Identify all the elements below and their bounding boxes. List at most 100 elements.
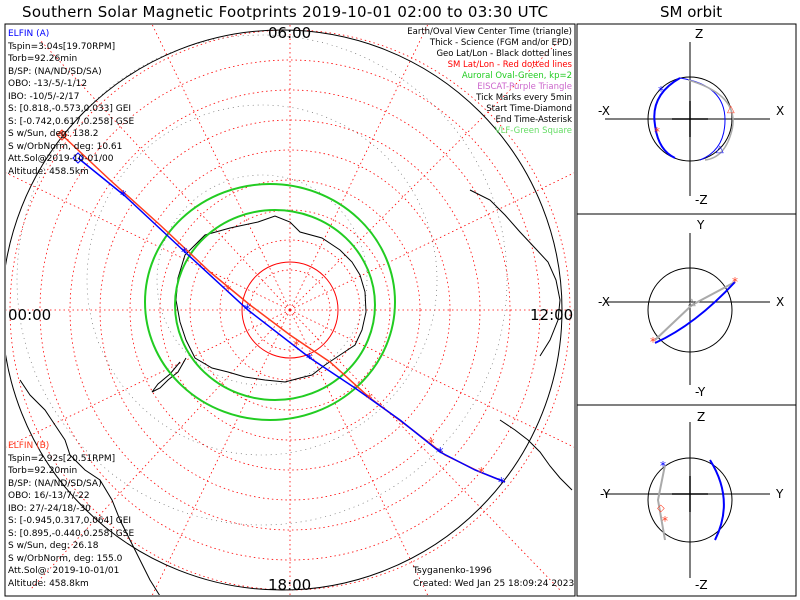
legend-item: SM Lat/Lon - Red dotted lines <box>447 60 572 70</box>
legend-item: Earth/Oval View Center Time (triangle) <box>407 27 572 37</box>
sm2-bottom-label: -Y <box>695 385 706 399</box>
sm-orbit-panel-yz: * * ◇ <box>605 422 770 578</box>
elfin-a-line: Altitude: 458.5km <box>8 166 89 177</box>
sm2-top-label: Y <box>697 218 705 232</box>
clock-label-12: 12:00 <box>530 306 573 324</box>
elfin-b-line: S: [0.895,-0.440,0.258] GSE <box>8 528 135 539</box>
sm3-top-label: Z <box>697 410 706 424</box>
svg-text:*: * <box>478 466 485 481</box>
elfin-a-line: B/SP: (NA/ND/SD/SA) <box>8 66 102 77</box>
auroral-oval-outer <box>144 183 396 421</box>
elfin-b-line: S w/Sun, deg: 26.18 <box>8 541 99 551</box>
horizon-circle <box>6 29 563 591</box>
elfin-a-line: S w/OrbNorm, deg: 10.61 <box>8 141 123 152</box>
svg-text:*: * <box>660 459 666 473</box>
sm3-left-label: -Y <box>600 487 611 501</box>
legend-item: EISCAT-Purple Triangle <box>477 82 572 92</box>
elfin-b-track <box>61 134 506 483</box>
elfin-b-line: IBO: 27/-24/18/-30 <box>8 503 91 514</box>
svg-text:*: * <box>654 125 660 139</box>
svg-text:*: * <box>437 446 444 461</box>
model-credit: Tsyganenko-1996 <box>413 566 492 576</box>
clock-label-18: 18:00 <box>268 576 311 594</box>
sm1-right-label: X <box>776 104 785 118</box>
svg-text:*: * <box>498 476 505 491</box>
antarctica-coastline <box>175 215 367 383</box>
legend-item: Thick - Science (FGM and/or EPD) <box>429 38 572 48</box>
elfin-a-line: S: [-0.742,0.617,0.258] GSE <box>8 116 135 127</box>
svg-text:*: * <box>244 303 251 318</box>
sm-frame <box>576 23 797 597</box>
svg-text:△: △ <box>727 104 735 115</box>
elfin-a-line: Tspin=3.04s[19.70RPM] <box>8 41 116 52</box>
svg-text:*: * <box>428 437 435 452</box>
map-title: Southern Solar Magnetic Footprints 2019-… <box>22 3 549 21</box>
elfin-b-line: Torb=92.20min <box>8 466 78 476</box>
sm1-left-label: -X <box>598 104 610 118</box>
svg-text:*: * <box>58 129 65 144</box>
elfin-b-line: S w/OrbNorm, deg: 155.0 <box>8 553 123 564</box>
elfin-a-header: ELFIN (A) <box>8 29 50 39</box>
created-timestamp: Created: Wed Jan 25 18:09:24 2023 <box>413 579 575 589</box>
svg-text:*: * <box>293 339 300 354</box>
legend-item: VLF-Green Square <box>494 126 572 136</box>
svg-text:◇: ◇ <box>657 503 665 514</box>
svg-text:*: * <box>225 284 232 299</box>
elfin-a-line: S: [0.818,-0.573,0.033] GEI <box>8 104 132 114</box>
elfin-b-line: Att.Sol@: 2019-10-01/01 <box>8 566 120 576</box>
south-america-coastline <box>19 379 160 595</box>
geo-grid <box>16 34 508 526</box>
auroral-oval-inner <box>174 209 376 401</box>
svg-text:*: * <box>306 352 313 367</box>
sm-orbit-title: SM orbit <box>660 3 723 21</box>
elfin-a-info: ELFIN (A) Tspin=3.04s[19.70RPM] Torb=92.… <box>8 28 134 178</box>
elfin-b-line: OBO: 16/-13/7/-22 <box>8 491 90 501</box>
map-frame <box>4 23 576 597</box>
elfin-b-line: Tspin=2.92s[20.51RPM] <box>8 453 116 464</box>
elfin-a-line: Torb=92.26min <box>8 54 78 64</box>
svg-text:*: * <box>732 275 738 289</box>
svg-text:*: * <box>650 335 656 349</box>
elfin-b-info: ELFIN (B) Tspin=2.92s[20.51RPM] Torb=92.… <box>8 440 134 590</box>
elfin-b-ticks: * * * * * * <box>58 129 485 481</box>
sm1-top-label: Z <box>695 27 704 41</box>
elfin-a-line: IBO: -10/5/-2/17 <box>8 91 80 102</box>
sm-pole-circle <box>241 261 339 359</box>
sm2-left-label: -X <box>598 295 610 309</box>
clock-label-06: 06:00 <box>268 24 311 42</box>
sm3-bottom-label: -Z <box>695 578 708 592</box>
elfin-b-start-diamond <box>56 129 68 141</box>
peninsula-coastline <box>151 357 187 393</box>
elfin-a-ticks: * * * * * * <box>120 189 505 491</box>
elfin-b-line: S: [-0.945,0.317,0.064] GEI <box>8 516 132 526</box>
sm3-right-label: Y <box>776 487 784 501</box>
svg-text:*: * <box>658 84 664 98</box>
elfin-b-line: B/SP: (NA/ND/SD/SA) <box>8 478 102 489</box>
elfin-a-line: S w/Sun, deg: 138.2 <box>8 129 99 139</box>
sm-orbit-panel-xy: * * △ <box>605 233 770 385</box>
elfin-a-start-diamond <box>72 152 84 164</box>
elfin-a-line: Att.Sol@2019-10-01/00 <box>8 154 114 164</box>
australia-coastline <box>469 189 561 357</box>
legend-item: Tick Marks every 5min <box>476 93 572 103</box>
svg-text:*: * <box>120 189 127 204</box>
svg-text:*: * <box>366 392 373 407</box>
legend-item: Geo Lat/Lon - Black dotted lines <box>436 49 572 59</box>
svg-text:△: △ <box>688 297 696 308</box>
elfin-a-track <box>77 157 506 483</box>
map-legend: Earth/Oval View Center Time (triangle) T… <box>407 27 572 137</box>
legend-item: Auroral Oval-Green, kp=2 <box>461 71 572 81</box>
clock-label-00: 00:00 <box>8 306 51 324</box>
elfin-a-line: OBO: -13/-5/-1/12 <box>8 79 88 89</box>
svg-text:*: * <box>181 246 188 261</box>
sm-orbit-panel-xz: * * △ △ <box>605 42 770 196</box>
elfin-b-header: ELFIN (B) <box>8 441 50 451</box>
africa-coastline <box>499 419 573 491</box>
sm2-right-label: X <box>776 295 785 309</box>
sm1-bottom-label: -Z <box>695 193 708 207</box>
svg-text:*: * <box>662 514 668 528</box>
legend-item: End Time-Asterisk <box>495 115 572 125</box>
elfin-b-line: Altitude: 458.8km <box>8 578 89 589</box>
legend-item: Start Time-Diamond <box>486 104 572 114</box>
